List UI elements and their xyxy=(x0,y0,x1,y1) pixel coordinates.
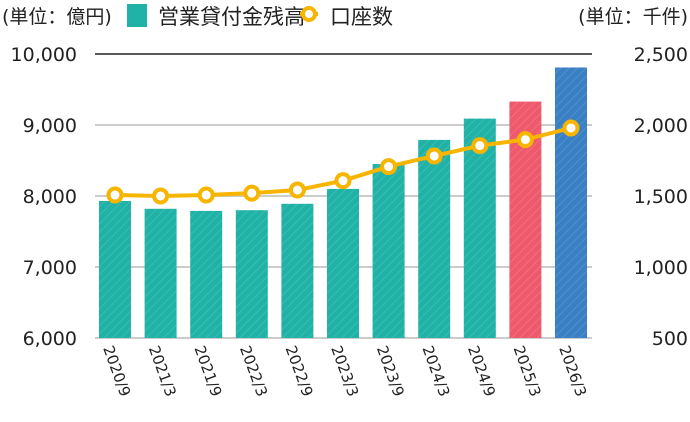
line-point xyxy=(106,186,124,204)
line-point xyxy=(471,137,489,155)
legend-line-marker xyxy=(301,6,317,22)
x-tick-label: 2022/9 xyxy=(282,343,317,399)
bar-hatch xyxy=(555,67,587,339)
left-tick-label: 8,000 xyxy=(23,186,77,208)
bar-hatch xyxy=(190,210,223,338)
bar-hatch xyxy=(463,118,496,338)
x-tick-label: 2021/3 xyxy=(145,343,180,399)
x-tick-label: 2020/9 xyxy=(99,343,134,399)
bar-hatch xyxy=(144,208,177,338)
legend-line-label: 口座数 xyxy=(330,5,393,29)
left-axis-unit: (単位：億円) xyxy=(2,6,112,28)
right-tick-label: 2,500 xyxy=(634,44,688,66)
line-point xyxy=(380,158,398,176)
line-point xyxy=(425,147,443,165)
bar-hatch xyxy=(99,200,131,338)
bar-hatch xyxy=(281,203,314,338)
right-tick-label: 500 xyxy=(652,328,688,350)
line-point xyxy=(562,119,580,137)
bar-hatch xyxy=(327,188,359,338)
line-point xyxy=(197,186,215,204)
x-tick-label: 2021/9 xyxy=(190,343,225,399)
legend-bar-label: 営業貸付金残高 xyxy=(158,5,305,29)
left-tick-label: 6,000 xyxy=(23,328,77,350)
x-tick-label: 2022/3 xyxy=(236,343,271,399)
x-tick-label: 2023/3 xyxy=(327,343,362,399)
bar-hatch xyxy=(418,139,451,338)
left-tick-label: 7,000 xyxy=(23,257,77,279)
line-point xyxy=(152,187,170,205)
right-tick-label: 1,000 xyxy=(634,257,688,279)
x-tick-label: 2024/3 xyxy=(418,343,453,399)
x-tick-label: 2024/9 xyxy=(464,343,499,399)
bar-hatch xyxy=(372,164,405,338)
line-point xyxy=(288,181,306,199)
line-point xyxy=(243,184,261,202)
x-tick-label: 2023/9 xyxy=(373,343,408,399)
right-axis-unit: (単位：千件) xyxy=(578,6,688,28)
bar-hatch xyxy=(235,210,268,338)
right-tick-label: 2,000 xyxy=(634,115,688,137)
left-tick-label: 10,000 xyxy=(11,44,77,66)
line-point xyxy=(334,172,352,190)
left-tick-label: 9,000 xyxy=(23,115,77,137)
legend-bar-swatch xyxy=(127,4,147,27)
right-tick-label: 1,500 xyxy=(634,186,688,208)
x-tick-label: 2026/3 xyxy=(555,343,590,399)
line-point xyxy=(516,131,534,149)
x-tick-label: 2025/3 xyxy=(510,343,545,399)
